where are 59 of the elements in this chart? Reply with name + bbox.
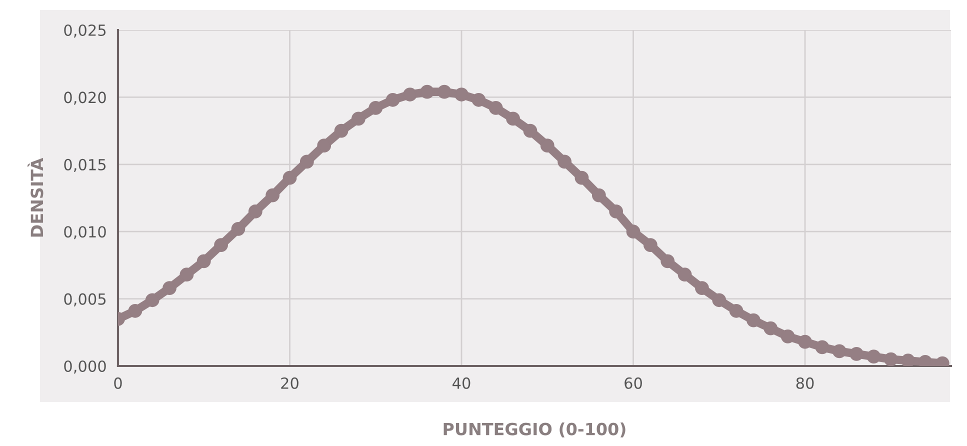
point bbox=[574, 170, 589, 185]
point bbox=[214, 238, 228, 252]
point bbox=[660, 254, 675, 268]
point bbox=[729, 304, 744, 318]
y-tick-label: 0,010 bbox=[64, 226, 106, 240]
point bbox=[832, 344, 846, 358]
point bbox=[420, 84, 434, 99]
point bbox=[695, 281, 709, 295]
point bbox=[472, 92, 486, 107]
point bbox=[317, 138, 332, 153]
point bbox=[558, 154, 572, 169]
point bbox=[643, 238, 658, 252]
x-tick-label: 20 bbox=[281, 377, 298, 389]
point bbox=[866, 350, 881, 364]
point bbox=[626, 224, 640, 239]
y-tick-label: 0,005 bbox=[64, 293, 106, 306]
point bbox=[506, 112, 520, 126]
point bbox=[746, 313, 760, 328]
point bbox=[488, 101, 503, 115]
point bbox=[437, 84, 452, 99]
point bbox=[352, 112, 366, 126]
point bbox=[798, 334, 812, 349]
point bbox=[162, 281, 176, 295]
point bbox=[764, 321, 778, 336]
point bbox=[128, 304, 142, 318]
x-tick-label: 80 bbox=[796, 377, 814, 389]
y-tick-label: 0,025 bbox=[64, 24, 106, 38]
point bbox=[282, 170, 297, 185]
x-tick-label: 40 bbox=[452, 377, 470, 389]
point bbox=[403, 88, 417, 102]
point bbox=[592, 188, 606, 202]
point bbox=[334, 124, 348, 138]
point bbox=[609, 204, 624, 218]
point bbox=[145, 293, 160, 308]
point bbox=[523, 124, 538, 138]
point bbox=[231, 222, 246, 236]
point bbox=[300, 154, 314, 169]
point bbox=[368, 101, 383, 115]
point bbox=[454, 88, 468, 102]
x-tick-label: 0 bbox=[114, 377, 122, 389]
x-axis-title: PUNTEGGIO (0-100) bbox=[444, 422, 626, 438]
point bbox=[678, 268, 692, 282]
point bbox=[386, 92, 400, 107]
y-tick-label: 0,020 bbox=[64, 92, 106, 105]
y-tick-label: 0,015 bbox=[64, 158, 106, 172]
point bbox=[540, 138, 554, 153]
point bbox=[901, 354, 916, 366]
point bbox=[884, 352, 898, 366]
y-tick-label: 0,000 bbox=[64, 360, 106, 374]
point bbox=[180, 268, 194, 282]
point bbox=[815, 340, 830, 354]
point bbox=[780, 329, 795, 344]
point bbox=[850, 346, 864, 361]
point bbox=[712, 293, 726, 308]
point bbox=[266, 188, 280, 202]
x-tick-label: 60 bbox=[624, 377, 642, 389]
y-axis-title: DENSITÀ bbox=[28, 158, 44, 237]
point bbox=[196, 254, 211, 268]
point bbox=[248, 204, 262, 218]
